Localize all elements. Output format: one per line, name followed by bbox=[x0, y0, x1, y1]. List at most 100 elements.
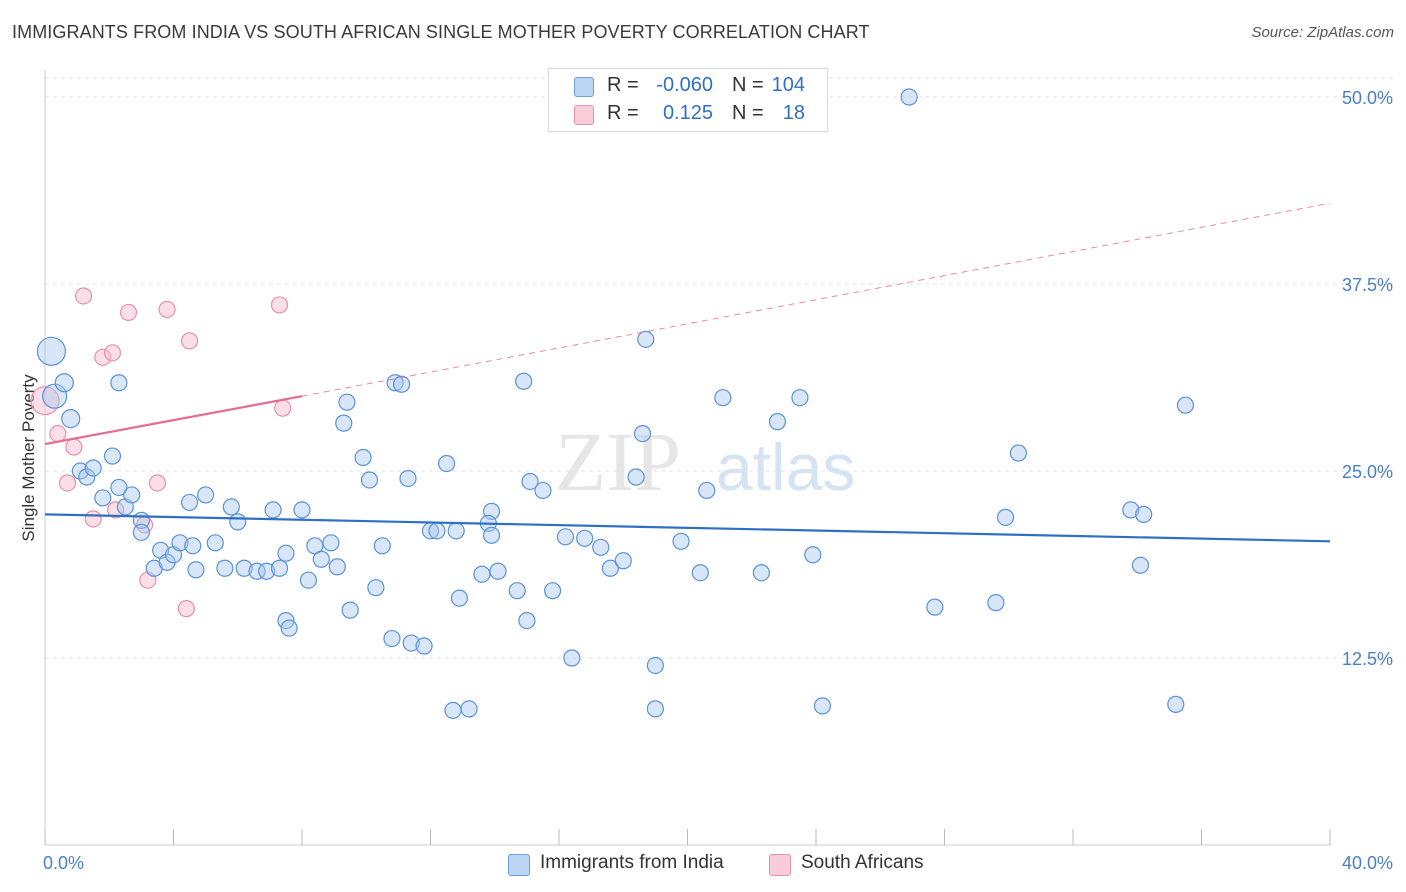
data-point bbox=[627, 468, 645, 486]
data-point bbox=[367, 579, 385, 597]
data-point bbox=[1167, 695, 1185, 713]
data-point bbox=[515, 372, 533, 390]
correlation-legend: R = -0.060 N = 104 R = 0.125 N = 18 bbox=[548, 68, 828, 132]
data-point bbox=[235, 559, 253, 577]
legend-swatch-india bbox=[508, 854, 530, 876]
data-point bbox=[1131, 556, 1150, 574]
data-point bbox=[61, 409, 81, 429]
legend-swatch-south-africans bbox=[574, 105, 594, 125]
data-point bbox=[123, 486, 141, 504]
data-point bbox=[804, 546, 822, 564]
legend-r-value: -0.060 bbox=[656, 74, 713, 96]
data-point bbox=[987, 594, 1005, 612]
y-tick-label: 50.0% bbox=[1342, 88, 1393, 108]
legend-n-value: 18 bbox=[782, 102, 805, 124]
data-point bbox=[103, 344, 122, 362]
data-point bbox=[691, 564, 709, 582]
axes bbox=[44, 70, 1331, 846]
series-legend: Immigrants from India South Africans bbox=[0, 852, 1406, 878]
data-point bbox=[277, 544, 295, 562]
chart-title: IMMIGRANTS FROM INDIA VS SOUTH AFRICAN S… bbox=[12, 22, 870, 42]
data-point bbox=[543, 582, 562, 600]
data-point bbox=[274, 399, 292, 417]
data-point bbox=[110, 374, 128, 392]
data-point bbox=[335, 414, 353, 432]
data-point bbox=[768, 413, 787, 431]
data-point bbox=[521, 472, 539, 491]
data-point bbox=[197, 486, 215, 504]
data-point bbox=[65, 438, 83, 456]
data-point bbox=[341, 601, 359, 619]
data-point bbox=[576, 529, 594, 547]
source-credit: Source: ZipAtlas.com bbox=[1251, 24, 1394, 41]
data-point bbox=[258, 562, 276, 580]
data-point bbox=[373, 537, 391, 555]
data-point bbox=[447, 522, 465, 540]
data-point bbox=[563, 649, 581, 667]
data-point bbox=[264, 501, 282, 519]
data-point bbox=[1176, 396, 1195, 414]
data-point bbox=[206, 534, 224, 552]
watermark-zip: ZIP bbox=[555, 416, 681, 509]
data-point bbox=[338, 393, 356, 411]
data-point bbox=[482, 526, 501, 544]
data-point bbox=[119, 303, 138, 322]
data-point bbox=[94, 348, 112, 366]
data-point bbox=[110, 478, 128, 497]
data-point bbox=[392, 375, 411, 393]
data-point bbox=[1135, 505, 1153, 523]
data-point bbox=[187, 561, 205, 579]
data-point bbox=[84, 510, 102, 528]
watermark-atlas: atlas bbox=[716, 430, 855, 504]
data-point bbox=[94, 489, 112, 507]
y-tick-label: 12.5% bbox=[1342, 649, 1393, 669]
data-point bbox=[171, 534, 189, 552]
data-point bbox=[74, 287, 93, 305]
legend-n-value: 104 bbox=[771, 74, 805, 96]
data-point bbox=[103, 447, 122, 465]
data-point bbox=[473, 565, 491, 583]
trend-line bbox=[44, 513, 1331, 543]
data-point bbox=[556, 528, 575, 546]
data-point bbox=[402, 634, 420, 652]
data-point bbox=[518, 611, 536, 630]
legend-label-india: Immigrants from India bbox=[540, 852, 724, 873]
x-tick-labels: 0.0% 40.0% bbox=[43, 853, 1393, 873]
data-point bbox=[312, 550, 330, 568]
data-point bbox=[752, 564, 770, 582]
data-point bbox=[180, 332, 199, 350]
data-point bbox=[280, 619, 298, 637]
data-point bbox=[71, 462, 89, 480]
data-point bbox=[1009, 444, 1027, 462]
data-point bbox=[601, 559, 620, 577]
legend-label-south-africans: South Africans bbox=[801, 852, 924, 873]
data-point bbox=[270, 296, 289, 314]
data-point bbox=[460, 700, 478, 718]
x-tick-label-max: 40.0% bbox=[1342, 853, 1393, 873]
data-point bbox=[1122, 501, 1140, 519]
data-point bbox=[107, 501, 125, 519]
data-point bbox=[148, 474, 167, 492]
data-point bbox=[184, 537, 202, 555]
series-south-africans bbox=[30, 287, 292, 618]
y-tick-label: 37.5% bbox=[1342, 275, 1393, 295]
data-point bbox=[399, 469, 417, 488]
data-point bbox=[328, 558, 346, 576]
data-point bbox=[714, 389, 732, 407]
data-point bbox=[177, 600, 195, 618]
data-point bbox=[698, 481, 716, 500]
data-point bbox=[386, 374, 404, 392]
data-point bbox=[508, 582, 526, 600]
legend-swatch-south-africans bbox=[769, 854, 791, 876]
data-point bbox=[791, 389, 809, 407]
y-tick-label: 25.0% bbox=[1342, 462, 1393, 482]
trend-line-extension bbox=[301, 202, 1331, 397]
data-point bbox=[229, 513, 247, 531]
data-point bbox=[996, 508, 1015, 526]
data-point bbox=[78, 468, 96, 486]
data-point bbox=[299, 571, 318, 589]
data-point bbox=[489, 562, 507, 580]
data-point bbox=[322, 534, 340, 552]
data-point bbox=[592, 538, 610, 556]
data-point bbox=[383, 629, 401, 648]
